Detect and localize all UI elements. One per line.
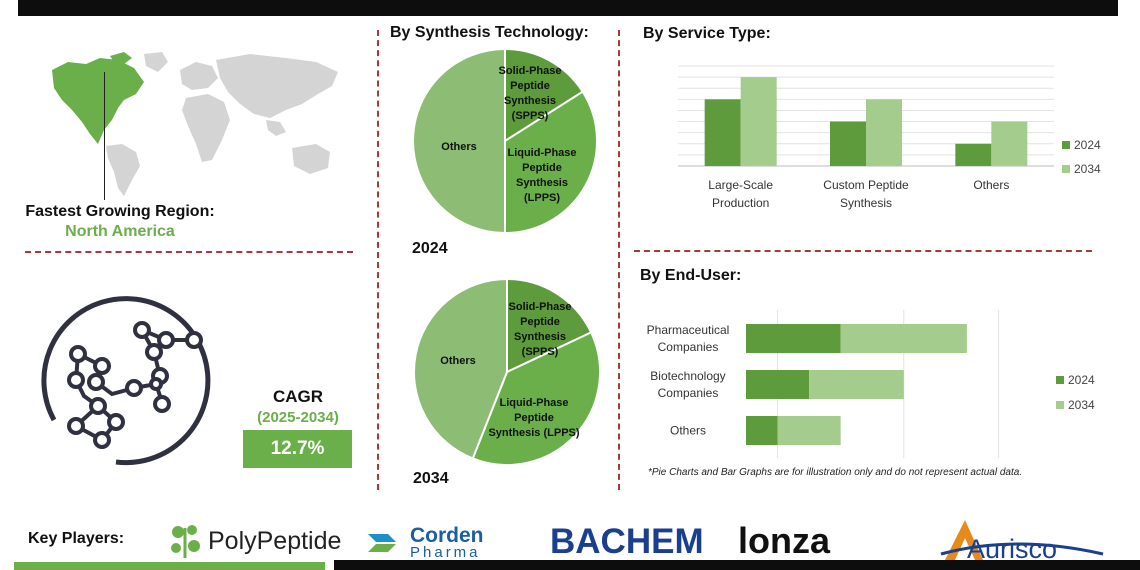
- pie-label-2034-2: Others: [440, 355, 476, 367]
- corden-logo-icon: [368, 534, 396, 552]
- bar-2024-2: [746, 416, 778, 445]
- bar-2024-1: [746, 370, 810, 399]
- category-label: Custom Peptide: [823, 178, 909, 192]
- pie-slice-2034-0: [506, 277, 593, 374]
- pie-label-2024-2: Others: [441, 141, 477, 153]
- world-map: [52, 52, 338, 196]
- enduser-heading: By End-User:: [640, 267, 742, 284]
- bar-2034-2: [991, 121, 1028, 166]
- logo-lonza: Lonza: [738, 520, 831, 561]
- pie-slice-2024-0: [504, 47, 585, 143]
- legend-swatch-2034: [1056, 401, 1064, 409]
- bar-2024-0: [746, 324, 841, 353]
- category-label: Others: [973, 178, 1009, 192]
- bar-2024-2: [955, 143, 992, 166]
- divider-region: [25, 251, 353, 253]
- aurisco-logo-icon: [940, 520, 1104, 560]
- pie-year-2024: 2024: [412, 240, 448, 257]
- legend-swatch-2034: [1062, 165, 1070, 173]
- bar-2034-0: [840, 324, 967, 353]
- logo-bachem: BACHEM: [550, 522, 704, 561]
- peptide-chain-icon: [41, 296, 211, 466]
- legend-swatch-2024: [1056, 376, 1064, 384]
- pharma-wordmark: Pharma: [410, 544, 481, 561]
- bar-2034-1: [809, 370, 904, 399]
- cagr-value: 12.7%: [243, 430, 352, 468]
- pie-slice-2024-1: [504, 90, 598, 235]
- category-label: Companies: [658, 386, 719, 400]
- corden-wordmark: Corden: [410, 524, 484, 547]
- enduser-bar-chart: Pharmaceutical Companies Biotechnology Comp…: [647, 310, 1095, 458]
- divider-right: [618, 30, 620, 490]
- divider-left: [377, 30, 379, 490]
- category-label: Companies: [658, 340, 719, 354]
- category-label: Large-Scale: [708, 178, 773, 192]
- region-pointer-line: [104, 72, 105, 200]
- polypeptide-wordmark: PolyPeptide: [208, 527, 342, 555]
- bar-2034-2: [777, 416, 841, 445]
- legend-label-2024: 2024: [1074, 138, 1101, 152]
- bar-2024-1: [830, 121, 866, 166]
- category-label: Production: [712, 196, 769, 210]
- pie-slice-2024-2: [412, 47, 506, 235]
- region-value: North America: [65, 223, 175, 240]
- pie-label-2034-0: Solid-Phase Peptide Synthesis (SPPS): [508, 301, 572, 358]
- region-label: Fastest Growing Region:: [25, 203, 215, 220]
- pie-label-2024-1: Liquid-Phase Peptide Synthesis (LPPS): [507, 147, 577, 204]
- legend-label-2034: 2034: [1068, 398, 1095, 412]
- world-map-icon: [52, 52, 338, 196]
- illustration-note: *Pie Charts and Bar Graphs are for illus…: [648, 467, 1023, 478]
- category-label: Pharmaceutical: [647, 323, 730, 337]
- pie-slice-2034-1: [471, 331, 601, 466]
- bar-2024-0: [704, 99, 741, 166]
- cagr-title: CAGR: [272, 387, 324, 406]
- category-label: Biotechnology: [650, 369, 725, 383]
- divider-charts: [634, 250, 1092, 252]
- bar-2034-1: [866, 99, 902, 166]
- bottom-green-bar: [14, 562, 325, 570]
- category-label: Others: [670, 424, 706, 438]
- bar-2034-0: [740, 77, 777, 166]
- pie-chart-2024: [412, 47, 598, 235]
- cagr-years: (2025-2034): [257, 409, 339, 426]
- aurisco-wordmark: Aurisco: [967, 534, 1058, 564]
- top-title-bar: [18, 0, 1118, 16]
- legend-label-2024: 2024: [1068, 373, 1095, 387]
- legend-swatch-2024: [1062, 141, 1070, 149]
- category-label: Synthesis: [840, 196, 892, 210]
- polypeptide-logo-icon: [171, 525, 200, 558]
- synthesis-heading: By Synthesis Technology:: [390, 24, 589, 41]
- key-players-label: Key Players:: [28, 530, 125, 547]
- pie-label-2024-0: Solid-Phase Peptide Synthesis (SPPS): [498, 65, 562, 122]
- service-type-bar-chart: Large-Scale Production Custom Peptide Synth…: [678, 65, 1101, 210]
- bottom-black-bar: [334, 560, 1140, 570]
- pie-chart-2034: [413, 277, 601, 466]
- legend-label-2034: 2034: [1074, 162, 1101, 176]
- pie-year-2034: 2034: [413, 470, 449, 487]
- service-heading: By Service Type:: [643, 25, 771, 42]
- pie-slice-2034-2: [413, 277, 508, 460]
- pie-label-2034-1: Liquid-Phase Peptide Synthesis (LPPS): [488, 397, 580, 439]
